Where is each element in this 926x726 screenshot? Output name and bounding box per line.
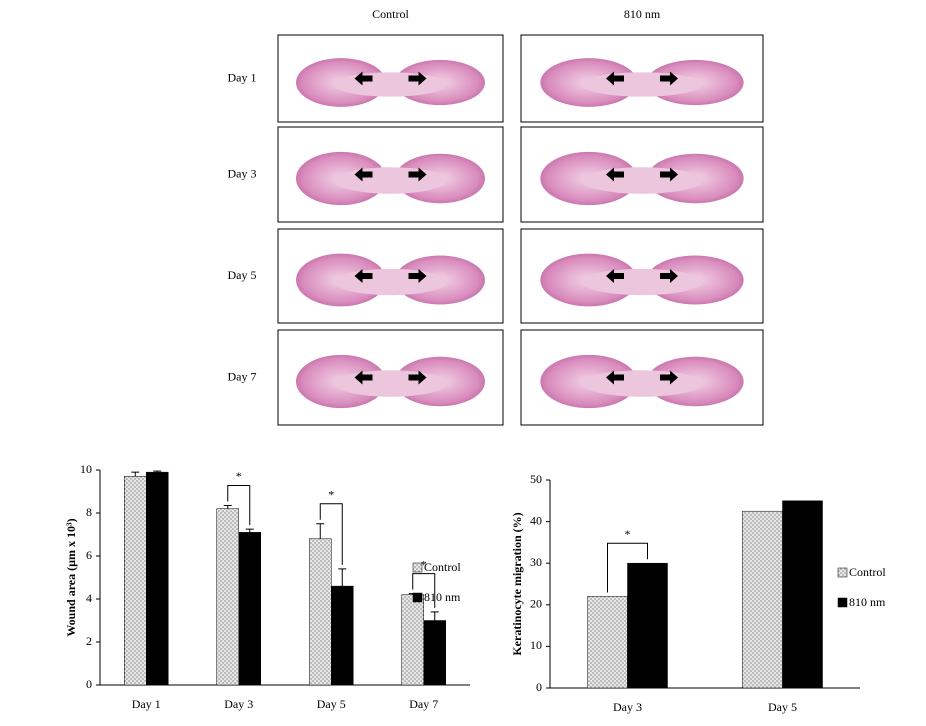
bar [627, 562, 668, 689]
arrow [606, 269, 624, 283]
significance-bracket [412, 573, 436, 608]
tissue [334, 167, 447, 194]
y-axis-label: Wound area (µm x 10³) [64, 518, 78, 636]
significance-label: * [625, 527, 631, 541]
y-tick-label: 8 [86, 505, 92, 519]
x-tick-label: Day 7 [409, 697, 438, 711]
row-label: Day 1 [228, 70, 257, 84]
bar [124, 476, 147, 686]
significance-bracket [319, 503, 343, 565]
legend-label: Control [424, 560, 461, 574]
bar [238, 532, 261, 686]
tissue [334, 370, 447, 397]
row-label: Day 7 [228, 369, 257, 383]
bar [331, 585, 354, 686]
y-tick-label: 0 [536, 680, 542, 694]
x-tick-label: Day 5 [317, 697, 346, 711]
significance-label: * [421, 557, 427, 571]
row-label: Day 5 [228, 268, 257, 282]
arrow [660, 71, 678, 86]
legend-swatch [412, 562, 423, 573]
bar [423, 620, 446, 686]
arrow [354, 167, 373, 182]
y-axis-label: Keratinocyte migration (%) [510, 512, 524, 655]
significance-bracket [607, 542, 648, 593]
bar [742, 510, 783, 689]
significance-label: * [328, 488, 334, 502]
bar [782, 500, 823, 689]
tissue [334, 268, 447, 296]
legend-label: 810 nm [424, 590, 461, 604]
legend-swatch [837, 567, 848, 578]
y-tick-label: 10 [80, 462, 92, 476]
column-label: Control [372, 7, 409, 21]
bar [146, 471, 169, 686]
y-tick-label: 4 [86, 591, 92, 605]
arrow [408, 71, 427, 86]
y-tick-label: 30 [530, 555, 542, 569]
tissue [581, 167, 703, 194]
x-tick-label: Day 5 [768, 700, 797, 714]
y-tick-label: 50 [530, 472, 542, 486]
y-tick-label: 0 [86, 677, 92, 691]
tissue [581, 370, 703, 397]
legend-label: Control [849, 565, 886, 579]
y-tick-label: 40 [530, 513, 542, 527]
arrow [408, 370, 427, 385]
x-tick-label: Day 1 [132, 697, 161, 711]
tissue [334, 72, 447, 97]
row-label: Day 3 [228, 166, 257, 180]
bar [216, 508, 239, 686]
bar [309, 538, 332, 686]
significance-bracket [227, 484, 251, 526]
y-tick-label: 2 [86, 634, 92, 648]
legend-swatch [412, 592, 423, 603]
arrow [606, 167, 624, 182]
arrow [606, 71, 624, 86]
arrow [606, 370, 624, 385]
arrow [660, 370, 678, 385]
y-tick-label: 6 [86, 548, 92, 562]
tissue [581, 268, 703, 296]
significance-label: * [236, 469, 242, 483]
arrow [354, 370, 373, 385]
legend-swatch [837, 597, 848, 608]
bar [587, 596, 628, 689]
arrow [408, 269, 427, 283]
arrow [660, 167, 678, 182]
column-label: 810 nm [624, 7, 661, 21]
y-tick-label: 10 [530, 638, 542, 652]
tissue [581, 72, 703, 97]
x-tick-label: Day 3 [224, 697, 253, 711]
arrow [354, 71, 373, 86]
arrow [660, 269, 678, 283]
bar [401, 594, 424, 686]
legend-label: 810 nm [849, 595, 886, 609]
arrow [408, 167, 427, 182]
x-tick-label: Day 3 [613, 700, 642, 714]
arrow [354, 269, 373, 283]
y-tick-label: 20 [530, 597, 542, 611]
